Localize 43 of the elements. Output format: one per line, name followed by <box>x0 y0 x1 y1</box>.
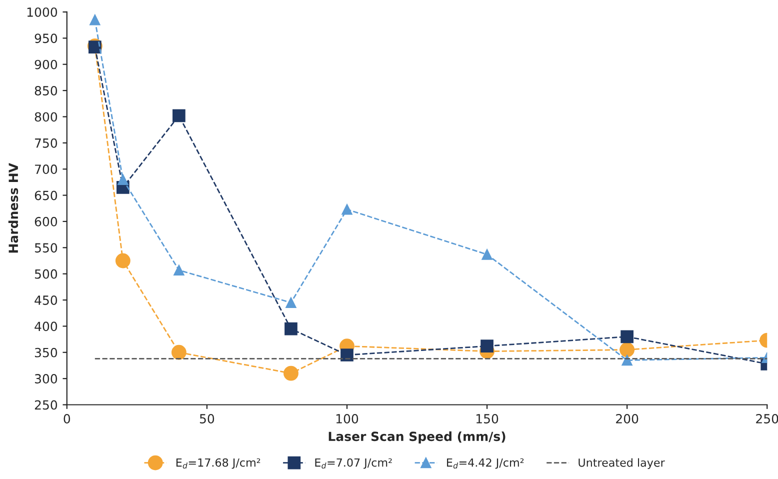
y-tick-label: 550 <box>34 243 58 253</box>
legend-label: E$_{d}$=17.68 J/cm² <box>176 458 260 469</box>
legend-label: E$_{d}$=7.07 J/cm² <box>315 458 392 469</box>
point <box>480 340 494 353</box>
y-tick-label: 400 <box>34 322 58 332</box>
x-tick-label: 0 <box>64 414 70 424</box>
point <box>118 174 128 185</box>
y-tick-label: 600 <box>34 216 58 226</box>
y-tick-label: 900 <box>34 60 58 70</box>
y-tick-label: 1000 <box>27 7 58 17</box>
legend-label: E$_{d}$=4.42 J/cm² <box>447 458 524 469</box>
point <box>620 342 635 358</box>
y-tick-label: 650 <box>34 190 58 200</box>
y-tick-label: 450 <box>34 295 58 305</box>
point <box>174 264 184 276</box>
point <box>342 204 352 215</box>
point <box>620 330 634 344</box>
x-tick-label: 200 <box>616 414 638 424</box>
point <box>284 322 298 336</box>
y-tick-label: 350 <box>34 348 58 358</box>
point <box>284 366 298 381</box>
y-tick-label: 300 <box>34 374 58 384</box>
x-tick-label: 50 <box>200 414 214 424</box>
y-tick-label: 250 <box>34 400 58 410</box>
y-tick-label: 800 <box>34 112 58 122</box>
point <box>172 109 186 122</box>
x-tick-label: 150 <box>476 414 498 424</box>
point <box>482 249 492 260</box>
point <box>90 14 100 26</box>
point <box>286 297 296 308</box>
y-tick-label: 850 <box>34 86 58 96</box>
y-tick-label: 950 <box>34 34 58 44</box>
y-tick-label: 750 <box>35 138 58 148</box>
y-tick-label: 700 <box>35 164 58 174</box>
point <box>171 344 186 360</box>
y-tick-label: 500 <box>34 269 58 279</box>
y-axis-title: Hardness HV <box>8 163 18 253</box>
legend-label: Untreated layer <box>578 458 665 469</box>
point <box>340 348 354 362</box>
point <box>115 253 130 268</box>
x-tick-label: 100 <box>336 414 358 424</box>
x-tick-label: 250 <box>756 414 778 424</box>
x-axis-title: Laser Scan Speed (mm/s) <box>328 431 506 444</box>
